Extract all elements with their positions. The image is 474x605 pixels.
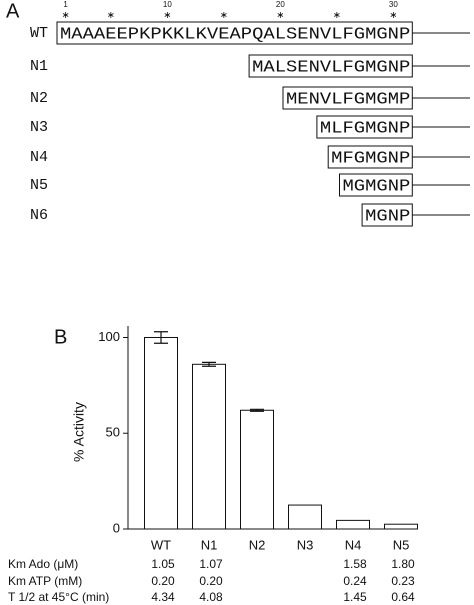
y-axis-label: % Activity — [71, 402, 87, 462]
row-label: Km Ado (μM) — [8, 557, 78, 571]
table-cell: 0.20 — [199, 574, 223, 588]
bar — [192, 363, 226, 530]
table-cell: 1.45 — [343, 590, 367, 604]
x-tick-label: N2 — [249, 537, 266, 552]
error-bar — [202, 361, 216, 367]
x-tick-label: N3 — [297, 537, 314, 552]
table-cell: 0.24 — [343, 574, 367, 588]
bar — [336, 519, 370, 530]
row-label: Km ATP (mM) — [8, 574, 82, 588]
sequence: MGNP — [365, 207, 410, 226]
table-cell: 0.20 — [151, 574, 175, 588]
bar — [288, 504, 322, 530]
construct-name: WT — [30, 25, 48, 42]
construct-name: N2 — [30, 90, 48, 107]
error-bar — [250, 408, 264, 412]
construct-name: N4 — [30, 149, 48, 166]
bar — [384, 523, 418, 530]
y-tick-label: 50 — [106, 425, 120, 440]
table-cell: 1.07 — [199, 557, 223, 571]
ruler-star — [108, 12, 114, 18]
table-cell: 0.23 — [391, 574, 415, 588]
x-tick-label: N1 — [201, 537, 218, 552]
construct-name: N5 — [30, 177, 48, 194]
table-cell: 1.80 — [391, 557, 415, 571]
sequence: MLFGMGNP — [320, 119, 410, 138]
panel-label: A — [6, 0, 20, 22]
construct-name: N1 — [30, 58, 48, 75]
table-cell: 1.58 — [343, 557, 367, 571]
construct-name: N3 — [30, 119, 48, 136]
row-label: T 1/2 at 45°C (min) — [8, 590, 109, 604]
ruler-label: 30 — [389, 0, 398, 9]
ruler-star — [221, 12, 227, 18]
table-cell: 4.08 — [199, 590, 223, 604]
panel-label: B — [54, 326, 67, 348]
ruler-label: 1 — [63, 0, 68, 9]
x-tick-label: N5 — [393, 537, 410, 552]
table-cell: 4.34 — [151, 590, 175, 604]
ruler-star — [62, 12, 69, 18]
ruler-star — [334, 12, 340, 18]
y-tick-label: 0 — [113, 520, 120, 535]
ruler-star — [277, 12, 284, 18]
table-cell: 1.05 — [151, 557, 175, 571]
sequence: MENVLFGMGMP — [286, 90, 410, 109]
ruler-label: 20 — [276, 0, 285, 9]
construct-name: N6 — [30, 207, 48, 224]
ruler-star — [390, 12, 397, 18]
sequence: MFGMGNP — [331, 149, 410, 168]
sequence: MGMGNP — [343, 177, 411, 196]
x-tick-label: N4 — [345, 537, 362, 552]
sequence: MAAAEEPKPKKLKVEAPQALSENVLFGMGNP — [60, 25, 410, 44]
y-tick-label: 100 — [98, 329, 120, 344]
ruler-star — [164, 12, 171, 18]
bar — [240, 409, 274, 530]
table-cell: 0.64 — [391, 590, 415, 604]
x-tick-label: WT — [151, 537, 171, 552]
sequence: MALSENVLFGMGNP — [252, 58, 410, 77]
error-bar — [154, 331, 168, 344]
bar — [144, 336, 178, 530]
ruler-label: 10 — [163, 0, 172, 9]
